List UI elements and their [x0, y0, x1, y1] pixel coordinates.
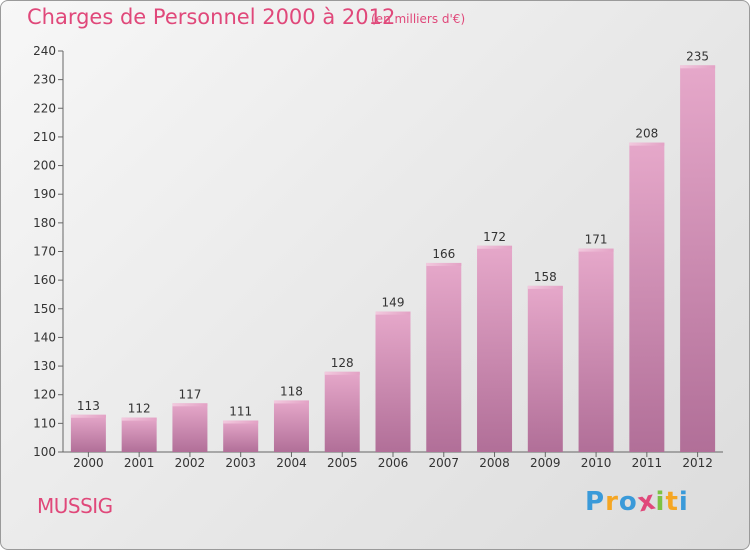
bar — [324, 371, 360, 452]
x-tick-label: 2004 — [276, 456, 307, 470]
axes: 100 110 120 130 140 150 160 170 180 190 200 210 220 2… — [33, 44, 723, 470]
bar-top-highlight — [121, 417, 157, 421]
x-tick-label: 2007 — [428, 456, 459, 470]
data-label: 172 — [483, 230, 506, 244]
bar-top-highlight — [223, 420, 259, 424]
place-name: MUSSIG — [37, 494, 113, 518]
x-tick-label: 2000 — [73, 456, 104, 470]
data-label: 208 — [635, 127, 658, 141]
bar — [477, 245, 513, 452]
y-tick-label: 140 — [33, 330, 56, 344]
x-tick-label: 2008 — [479, 456, 510, 470]
y-tick-label: 210 — [33, 130, 56, 144]
x-tick-label: 2012 — [682, 456, 713, 470]
logo-letter: o — [618, 487, 638, 517]
bar — [172, 403, 208, 452]
y-tick-label: 160 — [33, 273, 56, 287]
bar-top-highlight — [527, 285, 563, 289]
value-labels: 113 112 117 111 118 128 149 166 172 158 171 208 235 — [77, 49, 709, 418]
bar-top-highlight — [172, 403, 208, 407]
data-label: 118 — [280, 384, 303, 398]
x-tick-label: 2010 — [581, 456, 612, 470]
bar-top-highlight — [324, 371, 360, 375]
bar-top-highlight — [273, 400, 309, 404]
data-label: 166 — [432, 247, 455, 261]
bar — [70, 414, 106, 452]
y-tick-label: 150 — [33, 302, 56, 316]
data-label: 111 — [229, 404, 252, 418]
data-label: 158 — [534, 270, 557, 284]
bar — [121, 417, 157, 452]
bar — [273, 400, 309, 452]
chart-title: Charges de Personnel 2000 à 2012 — [27, 5, 396, 29]
logo-letter: r — [605, 487, 619, 517]
y-tick-label: 190 — [33, 187, 56, 201]
bar-top-highlight — [629, 142, 665, 146]
logo-letter: t — [665, 487, 679, 517]
data-label: 171 — [585, 233, 608, 247]
x-tick-label: 2003 — [225, 456, 256, 470]
proxiti-logo: Proxiti — [585, 485, 689, 518]
x-tick-label: 2002 — [175, 456, 206, 470]
logo-letter: P — [585, 487, 606, 517]
y-tick-label: 230 — [33, 73, 56, 87]
y-tick-label: 180 — [33, 216, 56, 230]
y-tick-label: 170 — [33, 245, 56, 259]
bar-top-highlight — [375, 311, 411, 315]
chart-subtitle: (en milliers d'€) — [371, 12, 466, 26]
y-tick-label: 120 — [33, 388, 56, 402]
data-label: 117 — [178, 387, 201, 401]
y-tick-label: 110 — [33, 416, 56, 430]
x-tick-label: 2006 — [378, 456, 409, 470]
bar — [629, 142, 665, 452]
bar — [223, 420, 259, 452]
data-label: 112 — [128, 402, 151, 416]
bar — [375, 311, 411, 452]
y-tick-label: 220 — [33, 101, 56, 115]
bar-top-highlight — [477, 245, 513, 249]
x-tick-label: 2001 — [124, 456, 155, 470]
bar-top-highlight — [426, 262, 462, 266]
bar-top-highlight — [578, 248, 614, 252]
data-label: 113 — [77, 399, 100, 413]
y-tick-label: 130 — [33, 359, 56, 373]
x-tick-label: 2005 — [327, 456, 358, 470]
y-tick-label: 200 — [33, 159, 56, 173]
bar — [426, 262, 462, 452]
x-tick-label: 2011 — [632, 456, 663, 470]
bar-top-highlight — [680, 65, 716, 69]
data-label: 235 — [686, 49, 709, 63]
bars-group — [70, 65, 716, 453]
y-tick-label: 100 — [33, 445, 56, 459]
logo-letter: i — [655, 487, 666, 517]
y-tick-label: 240 — [33, 44, 56, 58]
bar-top-highlight — [70, 414, 106, 418]
data-label: 128 — [331, 356, 354, 370]
x-tick-label: 2009 — [530, 456, 561, 470]
bar — [680, 65, 716, 453]
bar — [527, 285, 563, 452]
data-label: 149 — [382, 296, 405, 310]
logo-letter: i — [678, 487, 689, 517]
bar — [578, 248, 614, 452]
